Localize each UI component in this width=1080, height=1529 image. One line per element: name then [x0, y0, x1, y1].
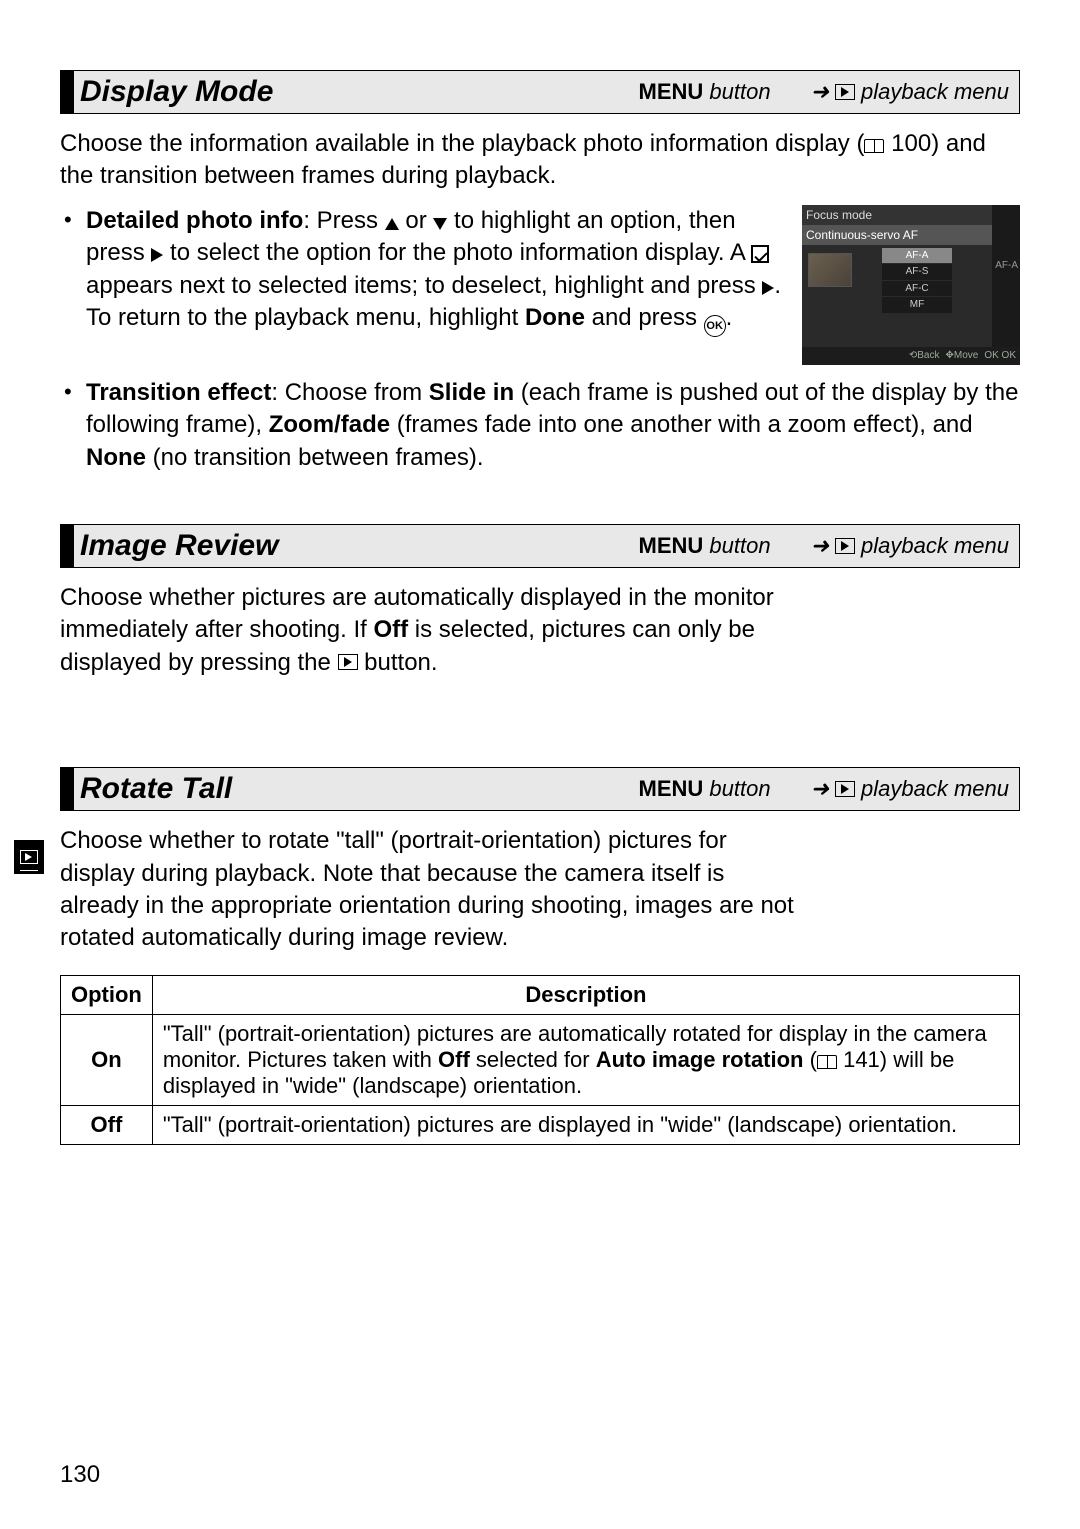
- thumb-options: AF-A AF-S AF-C MF: [882, 247, 952, 314]
- menu-suffix: button: [709, 79, 770, 104]
- playback-menu-hint: ➜ playback menu: [811, 776, 1009, 802]
- book-icon: [864, 139, 884, 153]
- lead: Transition effect: [86, 379, 271, 406]
- menu-button-hint: MENU button: [639, 533, 771, 559]
- ok-icon: OK: [704, 315, 726, 337]
- section-bar-image-review: Image Review MENU button ➜ playback menu: [60, 524, 1020, 568]
- thumb-bottom-strip: ⟲Back ✥Move OK OK: [802, 347, 1020, 365]
- page-ref: 100: [891, 130, 931, 157]
- table-row: On "Tall" (portrait-orientation) picture…: [61, 1014, 1020, 1105]
- check-icon: [751, 245, 769, 263]
- text: (frames fade into one another with a zoo…: [390, 411, 973, 438]
- camera-screen-thumb: Focus mode Continuous-servo AF AF-A AF-S…: [802, 205, 1020, 365]
- lead: Detailed photo info: [86, 207, 303, 234]
- text: selected for: [470, 1047, 596, 1072]
- text: Choose the information available in the …: [60, 130, 864, 157]
- playback-icon: [338, 654, 358, 670]
- book-icon: [817, 1055, 837, 1069]
- opt: MF: [882, 297, 952, 313]
- section-title: Rotate Tall: [74, 772, 232, 806]
- opt-none: None: [86, 444, 146, 471]
- playback-menu-hint: ➜ playback menu: [811, 79, 1009, 105]
- playback-menu-label: playback menu: [861, 533, 1009, 559]
- col-description: Description: [152, 975, 1019, 1014]
- rotate-tall-table: Option Description On "Tall" (portrait-o…: [60, 975, 1020, 1145]
- opt: AF-C: [882, 281, 952, 297]
- playback-menu-label: playback menu: [861, 79, 1009, 105]
- opt-on: On: [61, 1014, 153, 1105]
- image-review-body: Choose whether pictures are automaticall…: [60, 582, 780, 679]
- thumb-header: Focus mode: [802, 205, 992, 225]
- side-tab-underline: [20, 870, 38, 872]
- off: Off: [438, 1047, 470, 1072]
- playback-icon: [835, 781, 855, 797]
- table-row: Off "Tall" (portrait-orientation) pictur…: [61, 1105, 1020, 1144]
- menu-suffix: button: [709, 776, 770, 801]
- opt-zoom: Zoom/fade: [269, 411, 390, 438]
- text: (no transition between frames).: [146, 444, 484, 471]
- text: and press: [585, 304, 704, 331]
- table-header-row: Option Description: [61, 975, 1020, 1014]
- menu-label: MENU: [639, 79, 704, 104]
- ok-hint: OK OK: [984, 349, 1016, 363]
- page-number: 130: [60, 1461, 100, 1489]
- playback-icon: [20, 850, 38, 864]
- playback-menu-hint: ➜ playback menu: [811, 533, 1009, 559]
- side-tab-playback: [14, 840, 44, 874]
- opt-slide: Slide in: [429, 379, 514, 406]
- thumb-sub: Continuous-servo AF: [802, 225, 992, 245]
- text: appears next to selected items; to desel…: [86, 272, 762, 299]
- desc-off: "Tall" (portrait-orientation) pictures a…: [152, 1105, 1019, 1144]
- rotate-tall-body: Choose whether to rotate "tall" (portrai…: [60, 825, 800, 955]
- playback-menu-label: playback menu: [861, 776, 1009, 802]
- text: button.: [358, 649, 438, 676]
- section-bar-rotate-tall: Rotate Tall MENU button ➜ playback menu: [60, 767, 1020, 811]
- text: or: [399, 207, 434, 234]
- menu-suffix: button: [709, 533, 770, 558]
- text: .: [726, 304, 733, 331]
- playback-icon: [835, 538, 855, 554]
- page-ref: 141: [843, 1047, 880, 1072]
- bullet-detailed-photo-info: Detailed photo info: Press or to highlig…: [82, 205, 1020, 365]
- down-icon: [433, 218, 447, 230]
- menu-button-hint: MENU button: [639, 79, 771, 105]
- thumb-right-strip: [992, 205, 1020, 347]
- menu-label: MENU: [639, 776, 704, 801]
- playback-icon: [835, 84, 855, 100]
- auto-image-rotation: Auto image rotation: [596, 1047, 804, 1072]
- text: to select the option for the photo infor…: [163, 239, 751, 266]
- section-title: Display Mode: [74, 75, 273, 109]
- section-title: Image Review: [74, 529, 278, 563]
- menu-button-hint: MENU button: [639, 776, 771, 802]
- done: Done: [525, 304, 585, 331]
- back-hint: ⟲Back: [909, 349, 940, 363]
- text: : Press: [303, 207, 384, 234]
- thumb-pic: [808, 253, 852, 287]
- up-icon: [385, 218, 399, 230]
- opt: AF-A: [882, 248, 952, 264]
- col-option: Option: [61, 975, 153, 1014]
- desc-on: "Tall" (portrait-orientation) pictures a…: [152, 1014, 1019, 1105]
- section-bar-display-mode: Display Mode MENU button ➜ playback menu: [60, 70, 1020, 114]
- off: Off: [373, 616, 408, 643]
- opt: AF-S: [882, 264, 952, 280]
- text: : Choose from: [271, 379, 428, 406]
- text: (: [804, 1047, 817, 1072]
- bullet-transition-effect: Transition effect: Choose from Slide in …: [82, 377, 1020, 474]
- menu-label: MENU: [639, 533, 704, 558]
- move-hint: ✥Move: [945, 349, 978, 363]
- right-icon: [151, 248, 163, 262]
- right-icon: [762, 281, 774, 295]
- display-mode-intro: Choose the information available in the …: [60, 128, 1020, 193]
- thumb-right-label: AF-A: [995, 259, 1018, 273]
- opt-off: Off: [61, 1105, 153, 1144]
